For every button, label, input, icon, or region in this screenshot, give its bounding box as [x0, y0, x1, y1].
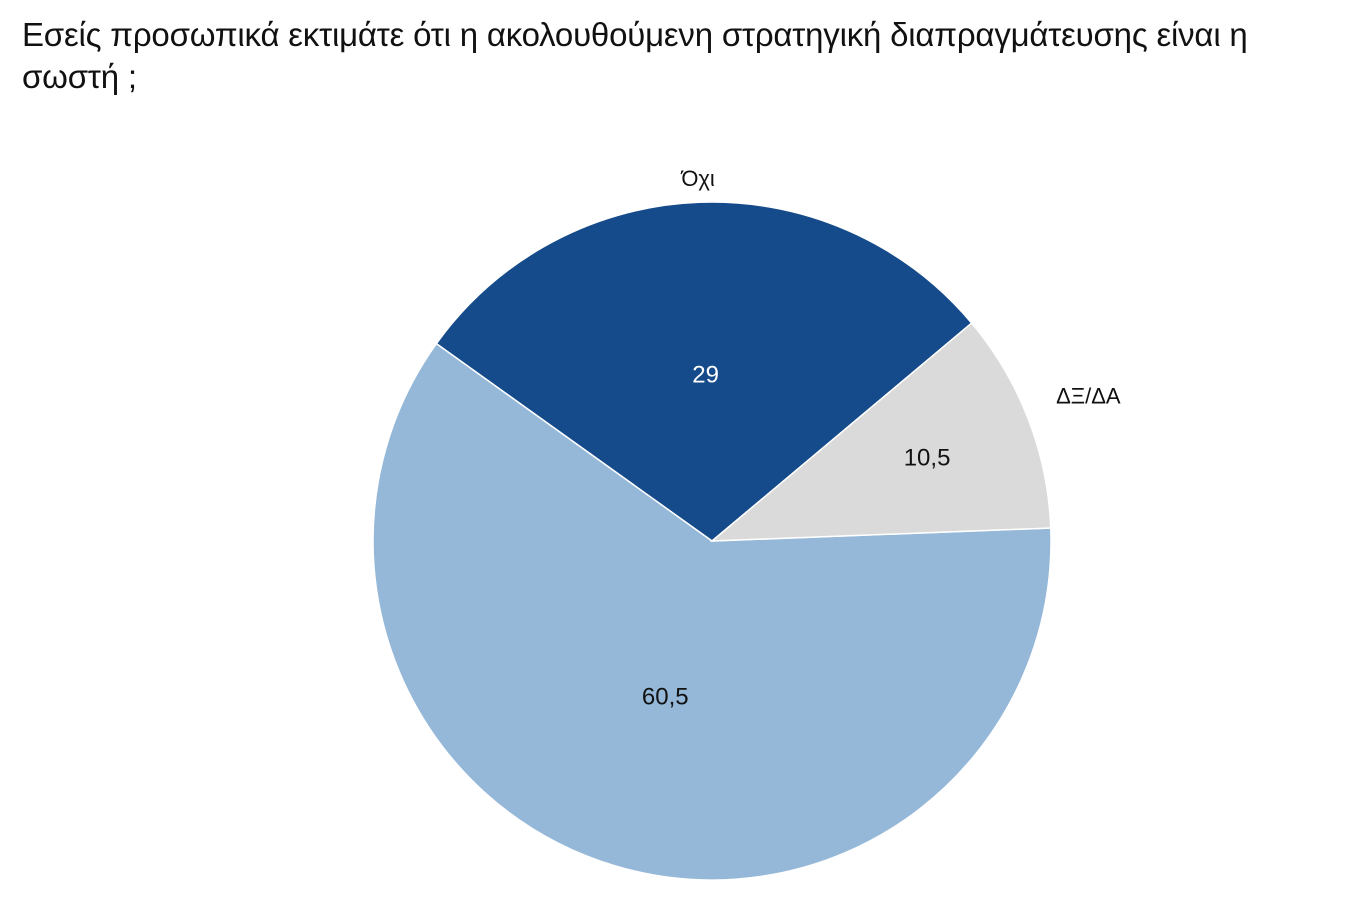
pie-slices: [372, 201, 1052, 881]
pie-slice: [709, 322, 1052, 542]
slice-category-label: ΔΞ/ΔΑ: [1056, 383, 1121, 408]
pie-slice: [435, 201, 973, 542]
chart-title: Εσείς προσωπικά εκτιμάτε ότι η ακολουθού…: [22, 16, 1248, 95]
slice-value-label: 10,5: [904, 445, 951, 472]
slice-value-label: 60,5: [642, 683, 689, 710]
pie-slice: [372, 342, 1052, 881]
pie-value-labels: 29 60,5 10,5: [642, 362, 951, 711]
slice-value-label: 29: [692, 362, 719, 389]
slice-category-label: Όχι: [680, 166, 715, 191]
pie-category-labels: ΌχιΝαιΔΞ/ΔΑ: [680, 166, 1121, 408]
